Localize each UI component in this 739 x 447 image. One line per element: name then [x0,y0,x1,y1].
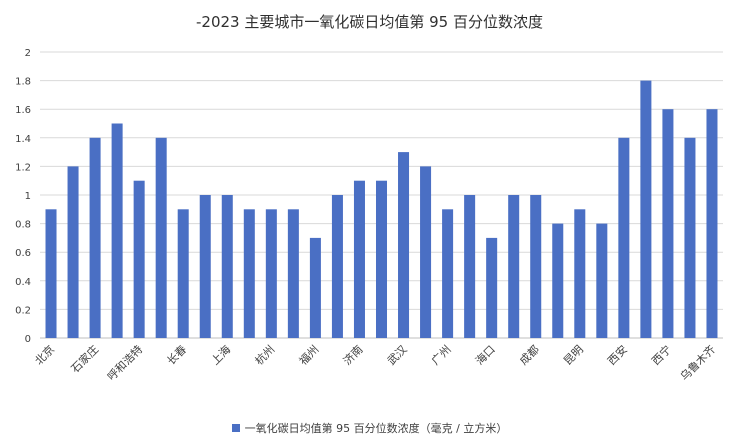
y-tick-label: 0 [25,334,31,345]
bar-乌鲁木齐 [706,109,718,338]
bar-兰州 [640,80,652,338]
bar-北京 [45,209,57,338]
legend-swatch [231,424,240,432]
bar-拉萨 [596,223,608,338]
x-tick-label: 成都 [517,343,542,368]
bar-福州 [309,237,321,338]
x-tick-label: 武汉 [385,343,410,368]
bar-广州 [442,209,454,338]
legend-label: 一氧化碳日均值第 95 百分位数浓度（毫克 / 立方米） [244,422,508,435]
y-tick-label: 0.8 [15,220,31,231]
y-tick-label: 0.6 [15,248,31,259]
bar-上海 [221,195,233,338]
bar-南昌 [331,195,343,338]
x-tick-label: 济南 [340,342,365,367]
bar-昆明 [574,209,586,338]
y-tick-label: 1.6 [15,105,31,116]
y-tick-label: 1.2 [15,162,31,173]
bar-长春 [177,209,189,338]
bar-成都 [530,195,542,338]
bar-西安 [618,137,630,338]
x-tick-label: 长春 [165,343,190,368]
x-tick-label: 北京 [32,342,57,367]
x-tick-label: 海口 [472,342,497,367]
y-tick-label: 0.2 [15,305,31,316]
bar-天津 [67,166,79,338]
bar-杭州 [265,209,277,338]
bar-重庆 [508,195,520,338]
bar-南京 [243,209,255,338]
chart-title: -2023 主要城市一氧化碳日均值第 95 百分位数浓度 [196,13,543,31]
bar-合肥 [287,209,299,338]
x-tick-label: 乌鲁木齐 [677,342,718,383]
x-tick-label: 石家庄 [68,342,101,375]
y-tick-label: 2 [25,48,31,59]
bar-长沙 [420,166,432,338]
y-axis: 0 0.2 0.4 0.6 0.8 1 1.2 1.4 1.6 1.8 2 [15,48,31,345]
x-tick-label: 昆明 [561,343,586,368]
x-tick-label: 呼和浩特 [104,342,145,383]
y-tick-label: 0.4 [15,277,31,288]
bar-沈阳 [155,137,167,338]
bar-呼和浩特 [133,180,145,338]
x-axis: 北京 石家庄 呼和浩特 长春 上海 杭州 福州 济南 武汉 广州 海口 成都 昆明 西安 西宁 乌鲁木齐 [32,342,718,383]
bar-济南 [353,180,365,338]
x-tick-label: 福州 [296,342,321,367]
x-tick-label: 广州 [429,343,454,368]
y-tick-label: 1.4 [15,134,31,145]
x-tick-label: 上海 [208,342,233,367]
y-tick-label: 1 [25,191,31,202]
x-tick-label: 西安 [605,342,630,367]
bar-武汉 [398,152,410,338]
bar-南宁 [464,195,476,338]
bar-海口 [486,237,498,338]
y-tick-label: 1.8 [15,77,31,88]
x-tick-label: 杭州 [252,342,277,367]
bar-贵阳 [552,223,564,338]
bar-西宁 [662,109,674,338]
bars [45,80,718,338]
x-tick-label: 西宁 [649,342,674,367]
legend: 一氧化碳日均值第 95 百分位数浓度（毫克 / 立方米） [0,420,739,436]
bar-太原 [111,123,123,338]
bar-郑州 [375,180,388,338]
bar-哈尔滨 [199,195,211,338]
bar-石家庄 [89,137,101,338]
bar-银川 [684,137,696,338]
